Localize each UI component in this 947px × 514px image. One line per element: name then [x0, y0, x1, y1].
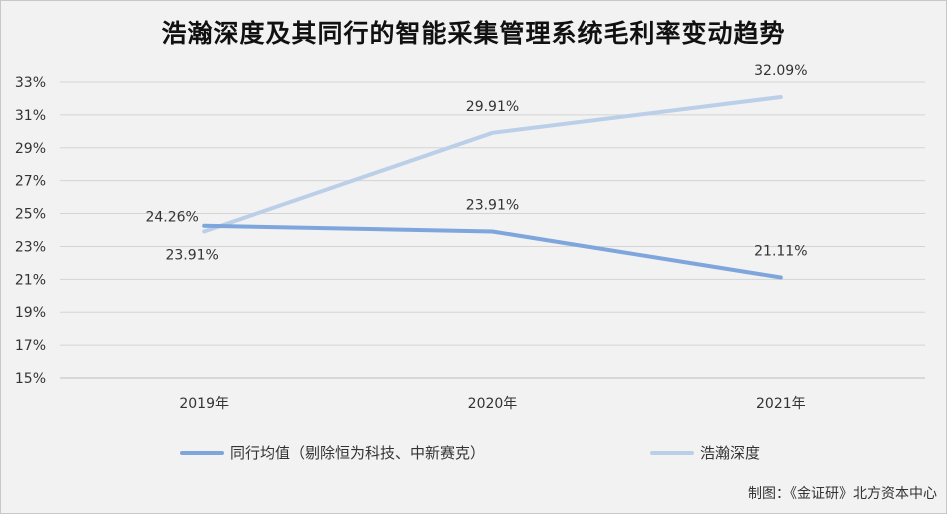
y-tick-label: 17%	[15, 338, 46, 354]
legend-swatch-hao	[650, 450, 694, 455]
y-tick-label: 25%	[15, 207, 46, 223]
y-tick-label: 31%	[15, 108, 46, 124]
legend-swatch-peer	[180, 450, 224, 455]
series-lines	[202, 94, 783, 280]
legend: 同行均值（剔除恒为科技、中新赛克） 浩瀚深度	[0, 442, 947, 464]
x-tick-label: 2019年	[179, 396, 229, 412]
chart-title: 浩瀚深度及其同行的智能采集管理系统毛利率变动趋势	[161, 19, 786, 48]
data-label-hao: 29.91%	[466, 99, 519, 115]
y-tick-label: 19%	[15, 305, 46, 321]
legend-label-hao: 浩瀚深度	[700, 444, 761, 462]
legend-label-peer: 同行均值（剔除恒为科技、中新赛克）	[230, 444, 486, 462]
data-labels: 24.26% 23.91% 21.11% 23.91% 29.91% 32.09%	[145, 63, 807, 264]
legend-item-hao: 浩瀚深度	[650, 442, 760, 463]
data-label-peer: 23.91%	[466, 197, 519, 213]
source-note: 制图：《金证研》北方资本中心	[748, 486, 937, 502]
x-tick-label: 2020年	[468, 396, 518, 412]
legend-item-peer: 同行均值（剔除恒为科技、中新赛克）	[180, 442, 485, 463]
data-label-peer: 21.11%	[754, 244, 807, 260]
y-tick-label: 23%	[15, 239, 46, 255]
y-axis-ticks: 15% 17% 19% 21% 23% 25% 27% 29% 31% 33%	[15, 75, 46, 387]
data-label-hao: 23.91%	[165, 247, 218, 263]
y-tick-label: 21%	[15, 272, 46, 288]
y-tick-label: 15%	[15, 371, 46, 387]
x-axis-ticks: 2019年 2020年 2021年	[179, 396, 805, 412]
series-line-peer	[202, 223, 783, 280]
series-line-hao	[202, 94, 783, 234]
y-tick-label: 27%	[15, 174, 46, 190]
x-tick-label: 2021年	[756, 396, 806, 412]
y-tick-label: 33%	[15, 75, 46, 91]
data-label-hao: 32.09%	[754, 63, 807, 79]
data-label-peer: 24.26%	[145, 210, 198, 226]
y-tick-label: 29%	[15, 141, 46, 157]
